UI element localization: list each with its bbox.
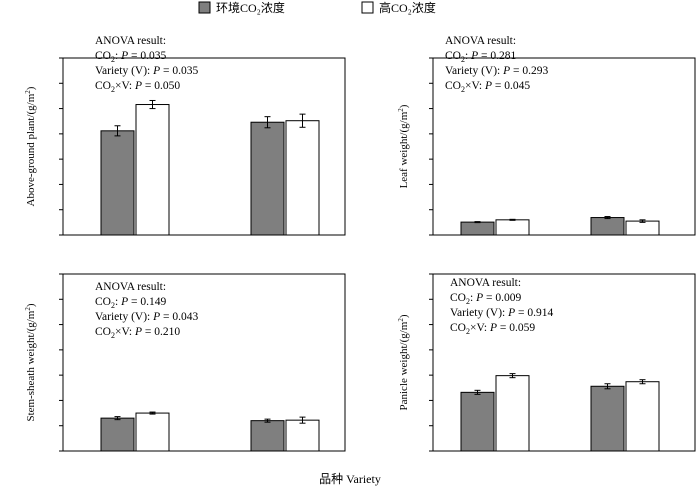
y-axis-title-en: Above-ground plant/(g/m2) <box>24 86 37 206</box>
legend-swatch-ambient <box>198 1 211 14</box>
anova-line: Variety (V): P = 0.035 <box>95 65 199 77</box>
bar <box>285 419 320 452</box>
bar <box>135 412 170 452</box>
anova-line: CO2​: P = 0.149 <box>95 296 166 310</box>
bar <box>495 219 530 236</box>
anova-line: CO2​×V: P = 0.050 <box>95 80 180 94</box>
legend-label-elevated: 高CO₂浓度 <box>379 0 436 15</box>
bar <box>135 104 170 236</box>
bar <box>460 221 495 236</box>
bar <box>100 417 135 452</box>
bar <box>285 120 320 236</box>
anova-line: Variety (V): P = 0.914 <box>450 307 554 319</box>
anova-line: ANOVA result: <box>445 35 516 47</box>
bar <box>590 385 625 452</box>
chart-panel-1: Above-ground plant/(g/m2) ANOVA result: CO… <box>24 35 346 236</box>
anova-line: ANOVA result: <box>95 281 166 293</box>
anova-line: CO2​: P = 0.281 <box>445 50 516 64</box>
chart-panel-2: Leaf weight/(g/m2) ANOVA result: CO2​: P =… <box>397 35 696 236</box>
plot-frame <box>432 57 696 236</box>
anova-line: Variety (V): P = 0.043 <box>95 311 199 323</box>
bar <box>590 217 625 236</box>
bar <box>100 130 135 236</box>
chart-panel-4: Panicle weight/(g/m2) ANOVA result: CO2​: … <box>397 273 696 452</box>
anova-line: ANOVA result: <box>450 277 521 289</box>
plot-frame <box>62 273 346 452</box>
plot-frame <box>62 57 346 236</box>
y-axis-title-en: Leaf weight/(g/m2) <box>397 104 410 188</box>
y-axis-title-en: Panicle weight/(g/m2) <box>397 314 410 410</box>
legend-swatch-elevated <box>361 1 374 14</box>
anova-line: ANOVA result: <box>95 35 166 47</box>
bar <box>250 121 285 236</box>
anova-line: CO2​×V: P = 0.210 <box>95 326 180 340</box>
anova-line: Variety (V): P = 0.293 <box>445 65 549 77</box>
y-axis-title-en: Stem-sheath weight/(g/m2) <box>24 303 37 421</box>
bar <box>460 391 495 452</box>
x-axis-title: 品种 Variety <box>319 472 381 486</box>
bar <box>625 220 660 236</box>
anova-line: CO2​: P = 0.035 <box>95 50 166 64</box>
legend-label-ambient: 环境CO₂浓度 <box>216 0 285 15</box>
bar <box>250 420 285 452</box>
anova-line: CO2​×V: P = 0.045 <box>445 80 530 94</box>
bar <box>495 375 530 452</box>
legend: 环境CO₂浓度 高CO₂浓度 <box>198 0 436 15</box>
anova-line: CO2​×V: P = 0.059 <box>450 322 535 336</box>
anova-line: CO2​: P = 0.009 <box>450 292 521 306</box>
bar <box>625 381 660 452</box>
plot-frame <box>432 273 696 452</box>
chart-panel-3: Stem-sheath weight/(g/m2) ANOVA result: CO… <box>24 273 346 452</box>
